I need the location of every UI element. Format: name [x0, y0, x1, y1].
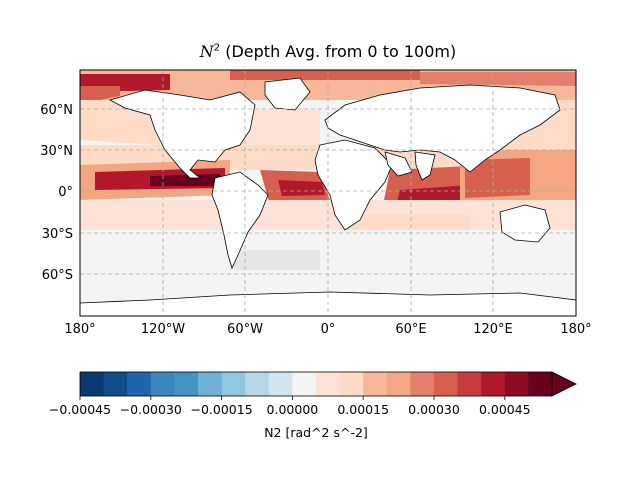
tropical-pacific-max [150, 174, 220, 186]
lon-tick-180w: 180° [64, 322, 95, 337]
title-symbol: N [199, 42, 214, 61]
colorbar-cell [150, 372, 175, 396]
map-frame [79, 69, 577, 317]
cb-tick-label-4: 0.00000 [267, 402, 319, 417]
colorbar-cell [410, 372, 435, 396]
north-america [108, 89, 256, 179]
colorbar-cell [292, 372, 317, 396]
colorbar-cell [268, 372, 293, 396]
colorbar-frame [79, 371, 553, 397]
colorbar-cell [316, 372, 341, 396]
colorbar-cell [221, 372, 246, 396]
cb-tick-label-6: 0.00030 [408, 402, 460, 417]
lat-tick-60s: 60°S [42, 268, 73, 283]
colorbar-cell [174, 372, 199, 396]
tropical-atlantic-core [278, 180, 325, 196]
south-america [211, 171, 269, 270]
lon-tick-180e: 180° [560, 322, 591, 337]
land-masses [79, 77, 577, 317]
colorbar-cell [339, 372, 364, 396]
colorbar-cell [434, 372, 459, 396]
arctic-band-2 [80, 86, 120, 104]
west-pacific-core [465, 158, 530, 198]
north-atlantic [240, 110, 320, 155]
lat-tick-30n: 30°N [40, 144, 73, 159]
south-atlantic-neutral [230, 250, 320, 270]
cb-tick-label-2: −0.00030 [120, 402, 182, 417]
arctic-band-mid [230, 70, 420, 80]
greenland [264, 77, 311, 111]
lon-tick-120e: 120°E [473, 322, 513, 337]
colorbar-cell [80, 372, 105, 396]
colorbar-cell [245, 372, 270, 396]
lon-tick-60w: 60°W [227, 322, 263, 337]
plot-title: N2 (Depth Avg. from 0 to 100m) [0, 42, 640, 61]
cb-tick-label-1: −0.00045 [49, 402, 111, 417]
cb-tick-label-7: 0.00045 [479, 402, 531, 417]
colorbar-cells [80, 372, 553, 396]
gridlines [80, 70, 576, 316]
title-text: (Depth Avg. from 0 to 100m) [220, 42, 457, 61]
lat-tick-60n: 60°N [40, 103, 73, 118]
colorbar-cell [504, 372, 529, 396]
colorbar-cell [127, 372, 152, 396]
colorbar-cell [198, 372, 223, 396]
colorbar-cell [457, 372, 482, 396]
title-exponent: 2 [213, 42, 221, 54]
europe-asia [324, 84, 561, 173]
cb-tick-label-3: −0.00015 [191, 402, 253, 417]
lat-tick-30s: 30°S [42, 227, 73, 242]
arabia [384, 151, 413, 177]
lat-tick-0: 0° [58, 185, 73, 200]
africa [314, 139, 393, 231]
colorbar-cell [481, 372, 506, 396]
colorbar-cell [386, 372, 411, 396]
colorbar-label: N2 [rad^2 s^-2] [264, 425, 368, 440]
cb-tick-label-5: 0.00015 [337, 402, 389, 417]
colorbar-cell [528, 372, 553, 396]
arctic-band-east [420, 72, 576, 86]
colorbar-cell [103, 372, 128, 396]
lon-tick-120w: 120°W [141, 322, 185, 337]
colorbar-tick-labels: −0.00045 −0.00030 −0.00015 0.00000 0.000… [49, 402, 531, 417]
colorbar-cell [363, 372, 388, 396]
lon-tick-60e: 60°E [395, 322, 426, 337]
colorbar-ticks [79, 396, 506, 400]
lat-tick-labels: 60°N 30°N 0° 30°S 60°S [40, 103, 73, 283]
colorbar-extend-arrow [551, 371, 577, 397]
lon-tick-0: 0° [321, 322, 336, 337]
lon-tick-labels: 180° 120°W 60°W 0° 60°E 120°E 180° [64, 322, 591, 337]
india [414, 151, 436, 181]
